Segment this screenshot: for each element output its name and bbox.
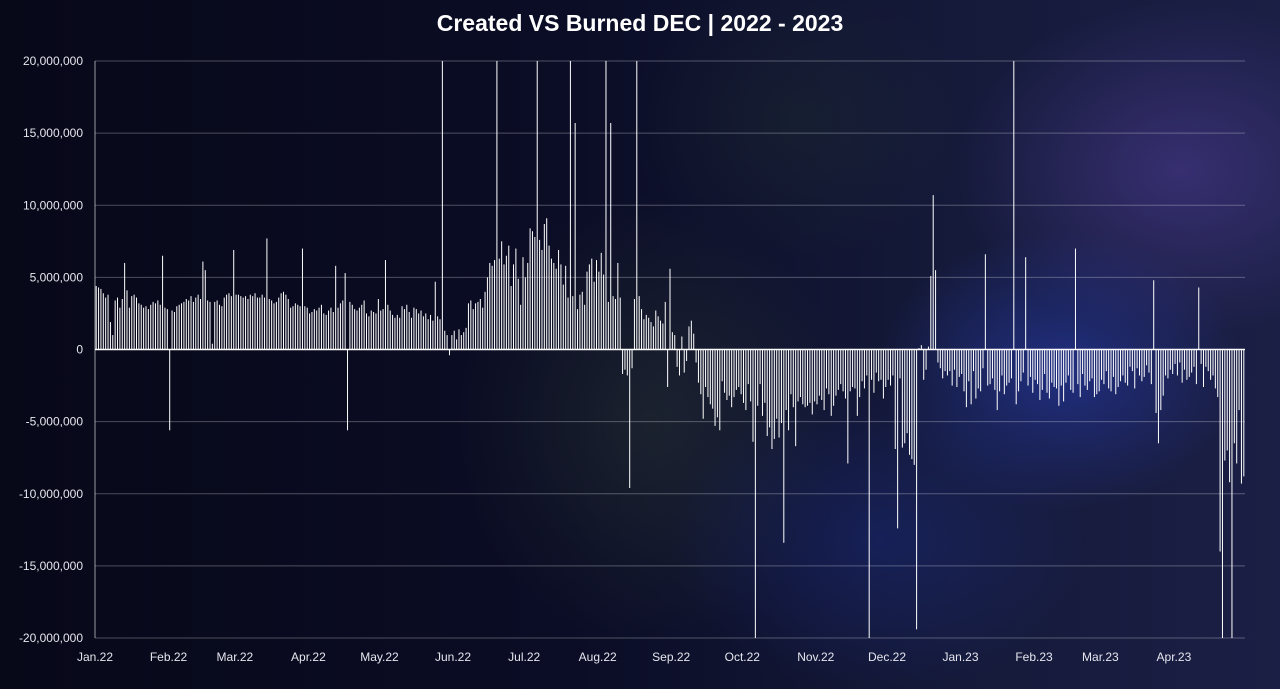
x-tick-label: Jan.22 [77, 650, 113, 664]
x-tick-label: Mar.23 [1082, 650, 1119, 664]
x-tick-label: Oct.22 [725, 650, 761, 664]
y-tick-label: 10,000,000 [23, 198, 83, 212]
x-tick-label: Dec.22 [868, 650, 906, 664]
y-tick-label: 5,000,000 [30, 270, 84, 284]
x-tick-label: Apr.22 [291, 650, 326, 664]
x-tick-label: Aug.22 [579, 650, 617, 664]
y-tick-label: -10,000,000 [19, 487, 83, 501]
x-tick-label: Jul.22 [508, 650, 540, 664]
x-tick-label: Apr.23 [1157, 650, 1192, 664]
x-tick-label: Mar.22 [217, 650, 254, 664]
y-tick-label: -5,000,000 [26, 415, 84, 429]
y-tick-label: 0 [76, 343, 83, 357]
y-tick-label: 15,000,000 [23, 126, 83, 140]
x-tick-label: Feb.22 [150, 650, 188, 664]
y-tick-label: -20,000,000 [19, 631, 83, 645]
y-tick-label: 20,000,000 [23, 54, 83, 68]
x-tick-label: Jun.22 [435, 650, 471, 664]
x-tick-label: Feb.23 [1015, 650, 1053, 664]
gridlines [95, 60, 1245, 639]
axes: 20,000,000 15,000,000 10,000,000 5,000,000 0… [19, 54, 1245, 664]
x-tick-label: May.22 [360, 650, 399, 664]
x-tick-label: Nov.22 [797, 650, 834, 664]
x-tick-label: Sep.22 [652, 650, 690, 664]
y-tick-label: -15,000,000 [19, 559, 83, 573]
x-tick-label: Jan.23 [942, 650, 978, 664]
bars [95, 61, 1245, 638]
chart-title: Created VS Burned DEC | 2022 - 2023 [436, 10, 844, 36]
